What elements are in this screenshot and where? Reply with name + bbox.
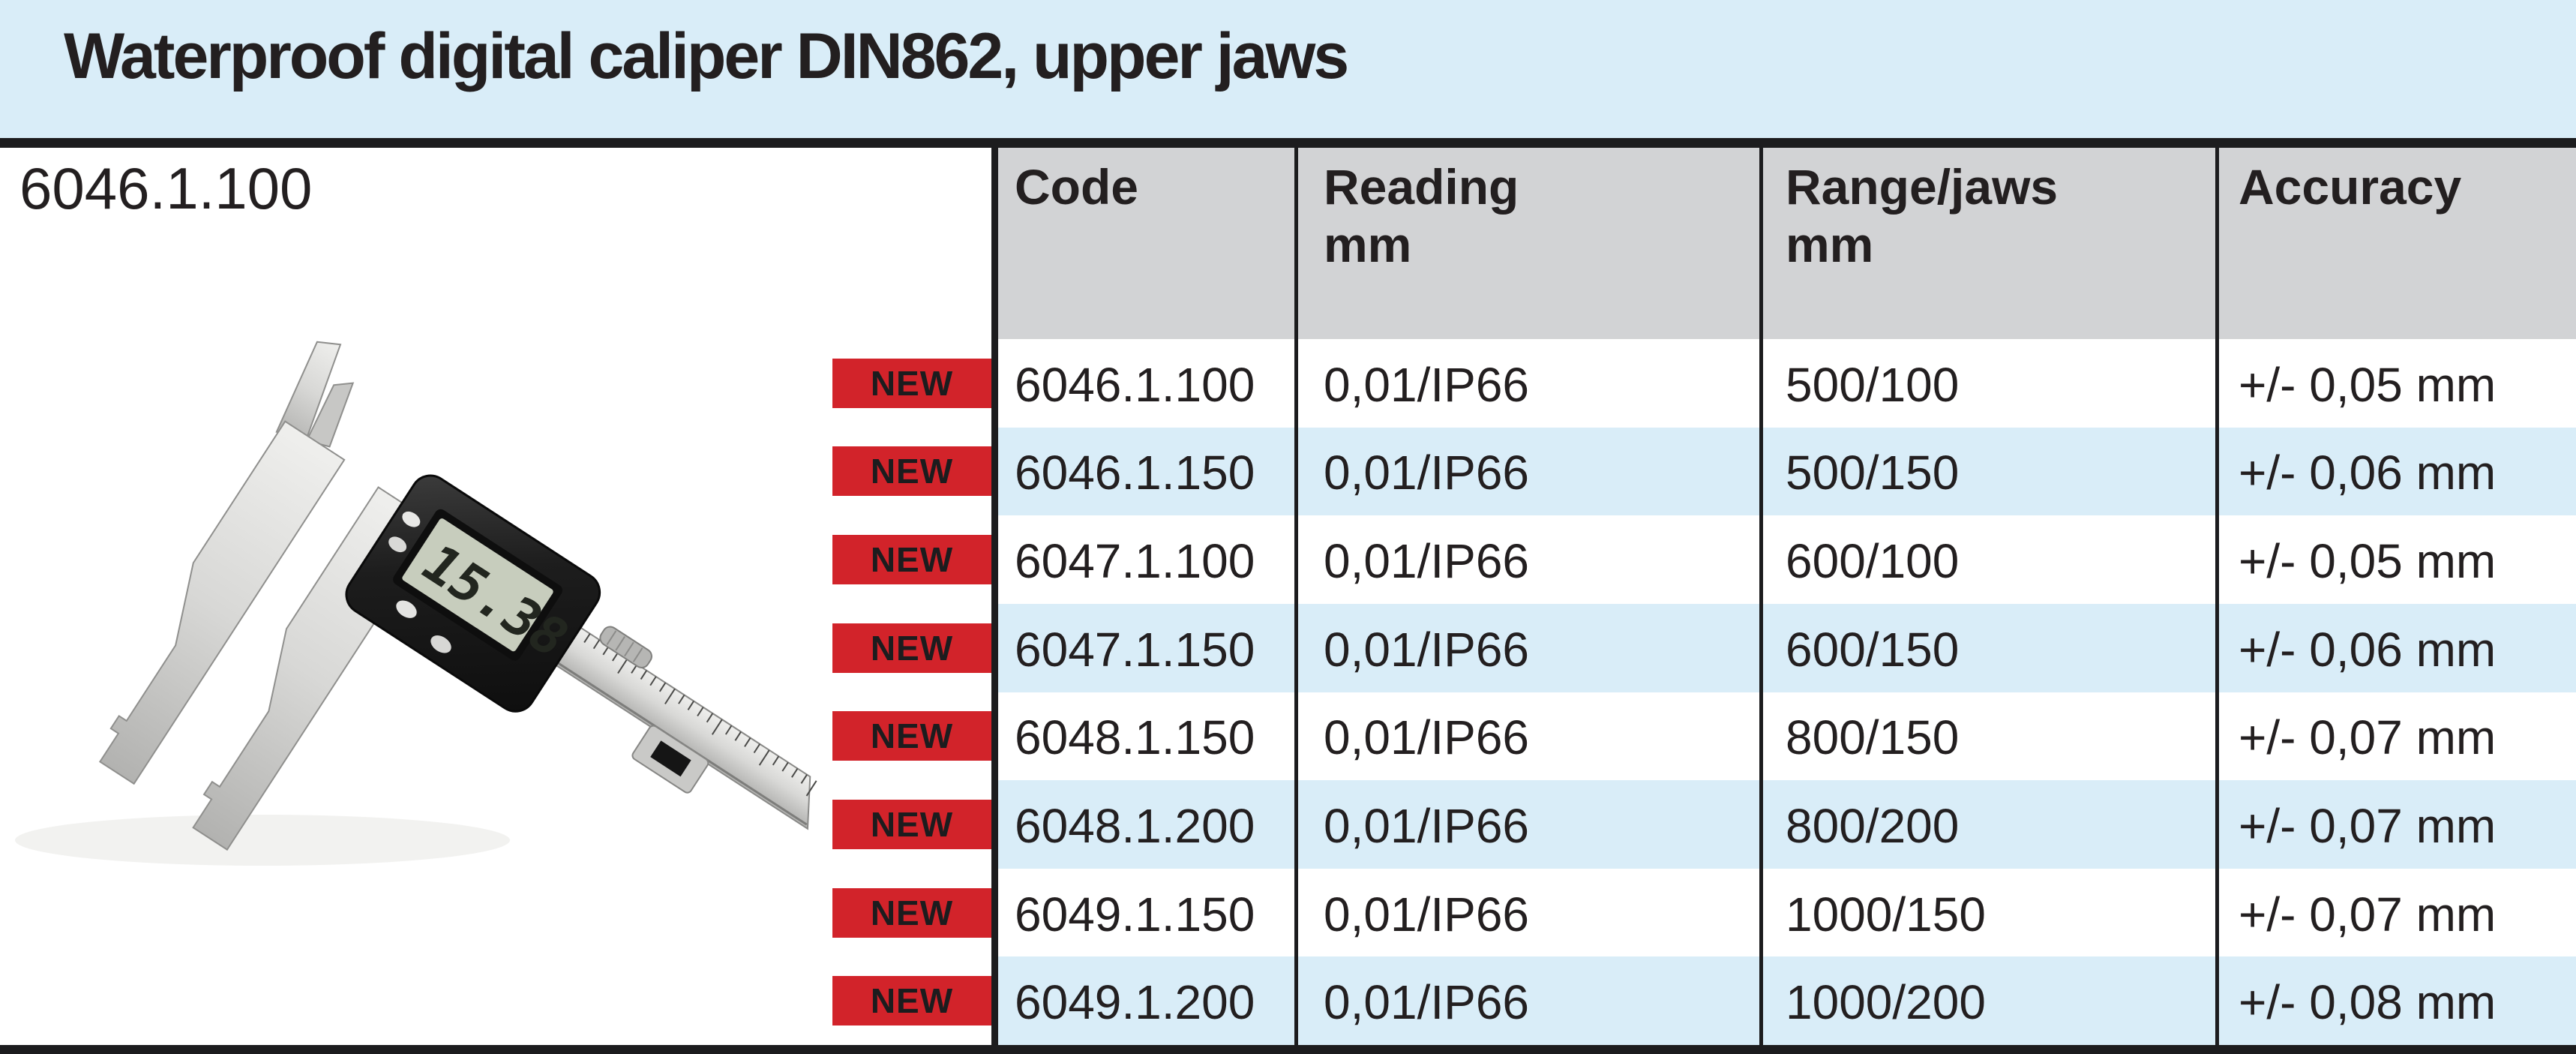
badge-cell: NEW <box>832 339 991 428</box>
bottom-divider <box>0 1045 2576 1054</box>
cell-range-jaws: 1000/150 <box>1759 868 2215 957</box>
table-row: NEW 6049.1.150 0,01/IP66 1000/150 +/- 0,… <box>832 868 2576 957</box>
table-row: NEW 6049.1.200 0,01/IP66 1000/200 +/- 0,… <box>832 956 2576 1045</box>
badge-cell: NEW <box>832 956 991 1045</box>
cell-accuracy: +/- 0,07 mm <box>2215 692 2576 781</box>
badge-cell: NEW <box>832 780 991 869</box>
new-badge: NEW <box>832 446 991 497</box>
badge-cell: NEW <box>832 868 991 957</box>
new-badge: NEW <box>832 887 991 938</box>
table-row: NEW 6046.1.150 0,01/IP66 500/150 +/- 0,0… <box>832 427 2576 516</box>
cell-reading: 0,01/IP66 <box>1294 603 1759 692</box>
cell-accuracy: +/- 0,08 mm <box>2215 956 2576 1045</box>
cell-reading: 0,01/IP66 <box>1294 780 1759 869</box>
table-header-row: Code Reading mm Range/jaws mm Accuracy <box>832 148 2576 339</box>
badge-column-spacer <box>832 148 991 339</box>
cell-accuracy: +/- 0,07 mm <box>2215 868 2576 957</box>
thumb-roller <box>599 626 652 668</box>
movable-jaw <box>98 420 346 785</box>
cell-accuracy: +/- 0,06 mm <box>2215 603 2576 692</box>
badge-cell: NEW <box>832 603 991 692</box>
cell-range-jaws: 500/150 <box>1759 427 2215 516</box>
table-row: NEW 6047.1.150 0,01/IP66 600/150 +/- 0,0… <box>832 603 2576 692</box>
column-header-code: Code <box>991 148 1294 339</box>
table-row: NEW 6046.1.100 0,01/IP66 500/100 +/- 0,0… <box>832 339 2576 428</box>
caliper-photo: 15.38 <box>15 341 817 866</box>
lcd-screen <box>402 518 553 652</box>
upper-jaw-tip <box>305 382 355 448</box>
cell-code: 6046.1.100 <box>991 339 1294 428</box>
badge-cell: NEW <box>832 692 991 781</box>
spec-table: Code Reading mm Range/jaws mm Accuracy N… <box>832 148 2576 1045</box>
cell-code: 6049.1.200 <box>991 956 1294 1045</box>
new-badge: NEW <box>832 976 991 1026</box>
cell-range-jaws: 800/150 <box>1759 692 2215 781</box>
cell-reading: 0,01/IP66 <box>1294 868 1759 957</box>
cell-range-jaws: 600/150 <box>1759 603 2215 692</box>
product-code: 6046.1.100 <box>19 155 313 221</box>
beam-clamp-slot <box>650 740 691 777</box>
table-row: NEW 6048.1.200 0,01/IP66 800/200 +/- 0,0… <box>832 780 2576 869</box>
caliper-button <box>430 635 451 653</box>
badge-cell: NEW <box>832 515 991 604</box>
caliper-button <box>388 536 407 553</box>
caliper-button <box>396 600 417 618</box>
cell-range-jaws: 500/100 <box>1759 339 2215 428</box>
cell-code: 6048.1.200 <box>991 780 1294 869</box>
title-bar <box>0 0 2576 138</box>
cell-accuracy: +/- 0,05 mm <box>2215 515 2576 604</box>
table-row: NEW 6047.1.100 0,01/IP66 600/100 +/- 0,0… <box>832 515 2576 604</box>
top-divider <box>0 138 2576 148</box>
new-badge: NEW <box>832 623 991 673</box>
badge-cell: NEW <box>832 427 991 516</box>
cell-reading: 0,01/IP66 <box>1294 427 1759 516</box>
cell-reading: 0,01/IP66 <box>1294 692 1759 781</box>
cell-range-jaws: 1000/200 <box>1759 956 2215 1045</box>
cell-code: 6048.1.150 <box>991 692 1294 781</box>
cell-range-jaws: 800/200 <box>1759 780 2215 869</box>
photo-shadow <box>15 815 510 866</box>
table-body: NEW 6046.1.100 0,01/IP66 500/100 +/- 0,0… <box>832 339 2576 1045</box>
column-header-range-jaws: Range/jaws mm <box>1759 148 2215 339</box>
cell-accuracy: +/- 0,06 mm <box>2215 427 2576 516</box>
cell-reading: 0,01/IP66 <box>1294 515 1759 604</box>
cell-reading: 0,01/IP66 <box>1294 956 1759 1045</box>
cell-code: 6046.1.150 <box>991 427 1294 516</box>
cell-code: 6047.1.100 <box>991 515 1294 604</box>
cell-accuracy: +/- 0,05 mm <box>2215 339 2576 428</box>
new-badge: NEW <box>832 358 991 408</box>
new-badge: NEW <box>832 711 991 761</box>
column-header-accuracy: Accuracy <box>2215 148 2576 339</box>
table-row: NEW 6048.1.150 0,01/IP66 800/150 +/- 0,0… <box>832 692 2576 781</box>
column-header-reading: Reading mm <box>1294 148 1759 339</box>
new-badge: NEW <box>832 535 991 585</box>
cell-code: 6049.1.150 <box>991 868 1294 957</box>
page-title: Waterproof digital caliper DIN862, upper… <box>64 20 1349 92</box>
cell-accuracy: +/- 0,07 mm <box>2215 780 2576 869</box>
cell-code: 6047.1.150 <box>991 603 1294 692</box>
cell-reading: 0,01/IP66 <box>1294 339 1759 428</box>
new-badge: NEW <box>832 799 991 849</box>
caliper-button <box>402 511 421 527</box>
cell-range-jaws: 600/100 <box>1759 515 2215 604</box>
